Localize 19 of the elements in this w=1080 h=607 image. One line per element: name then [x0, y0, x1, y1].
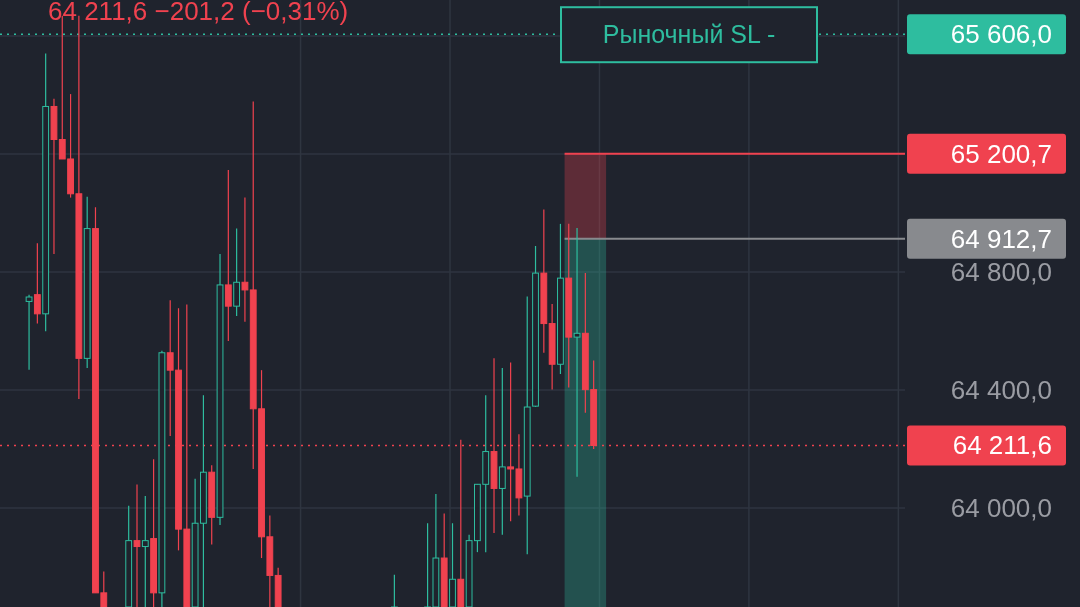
- ref-line-label: 64 211,6: [952, 430, 1052, 461]
- annotation: Рыночный SL -: [602, 20, 776, 49]
- candlestick: [133, 484, 141, 607]
- candlestick: [25, 294, 33, 371]
- candlestick: [141, 495, 149, 607]
- y-tick-label: 64 400,0: [950, 374, 1052, 405]
- y-tick-label: 64 000,0: [950, 492, 1052, 523]
- ref-line-label: 64 912,7: [950, 223, 1052, 254]
- candlestick: [233, 227, 241, 317]
- candlestick: [33, 242, 41, 325]
- candlestick: [241, 197, 249, 323]
- chart-title: 64 211,6 −201,2 (−0,31%): [48, 0, 349, 26]
- ref-line-label: 65 200,7: [950, 138, 1052, 169]
- candlestick: [224, 169, 232, 342]
- ref-line-label: 65 606,0: [950, 19, 1052, 50]
- candlestick: [498, 367, 506, 536]
- y-tick-label: 64 800,0: [950, 256, 1052, 287]
- candlestick: [573, 227, 581, 478]
- candlestick: [390, 574, 398, 607]
